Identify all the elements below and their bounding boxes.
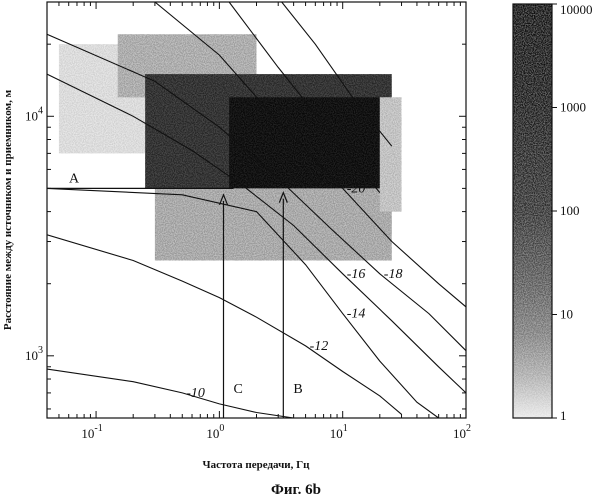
contour-label-minus-16: -16 [347, 267, 366, 282]
density-region-grain-4 [155, 188, 392, 260]
colorbar: 10000 1000 100 10 1 [513, 2, 592, 423]
colorbar-tick-label: 100 [560, 203, 580, 218]
x-tick-label: 102 [453, 423, 471, 441]
contour-label-minus-10: -10 [186, 386, 205, 401]
y-tick-label: 104 [25, 105, 43, 123]
x-tick-label: 101 [330, 423, 348, 441]
figure-caption: Фиг. 6b [271, 482, 321, 498]
marker-a-label: A [69, 171, 80, 186]
colorbar-tick-layer: 10000 1000 100 10 1 [552, 2, 592, 423]
colorbar-tick-label: 1000 [560, 100, 586, 115]
x-tick-label: 10-1 [81, 423, 102, 441]
colorbar-tick-label: 1 [560, 408, 567, 423]
contour-label-minus-20: -20 [347, 181, 366, 196]
marker-c-label: C [234, 382, 243, 397]
main-plot: 10-1100101102 103104 -10-12-14-16-18-20 … [2, 2, 471, 471]
marker-b-label: B [293, 382, 302, 397]
colorbar-tick-label: 10000 [560, 2, 592, 17]
x-tick-label: 100 [206, 423, 224, 441]
y-axis-title: Расстояние между источником и приемником… [2, 89, 14, 330]
contour-label-minus-14: -14 [347, 307, 366, 322]
contour-line-minus-10 [47, 369, 294, 418]
colorbar-grain [513, 4, 552, 418]
x-axis-title: Частота передачи, Гц [203, 459, 311, 471]
contour-label-minus-18: -18 [384, 267, 403, 282]
contour-line-minus-12 [47, 235, 402, 414]
density-layer [59, 34, 402, 260]
y-tick-label: 103 [25, 345, 43, 363]
contour-label-minus-12: -12 [310, 339, 329, 354]
density-region-grain-5 [380, 97, 402, 211]
colorbar-tick-label: 10 [560, 307, 573, 322]
